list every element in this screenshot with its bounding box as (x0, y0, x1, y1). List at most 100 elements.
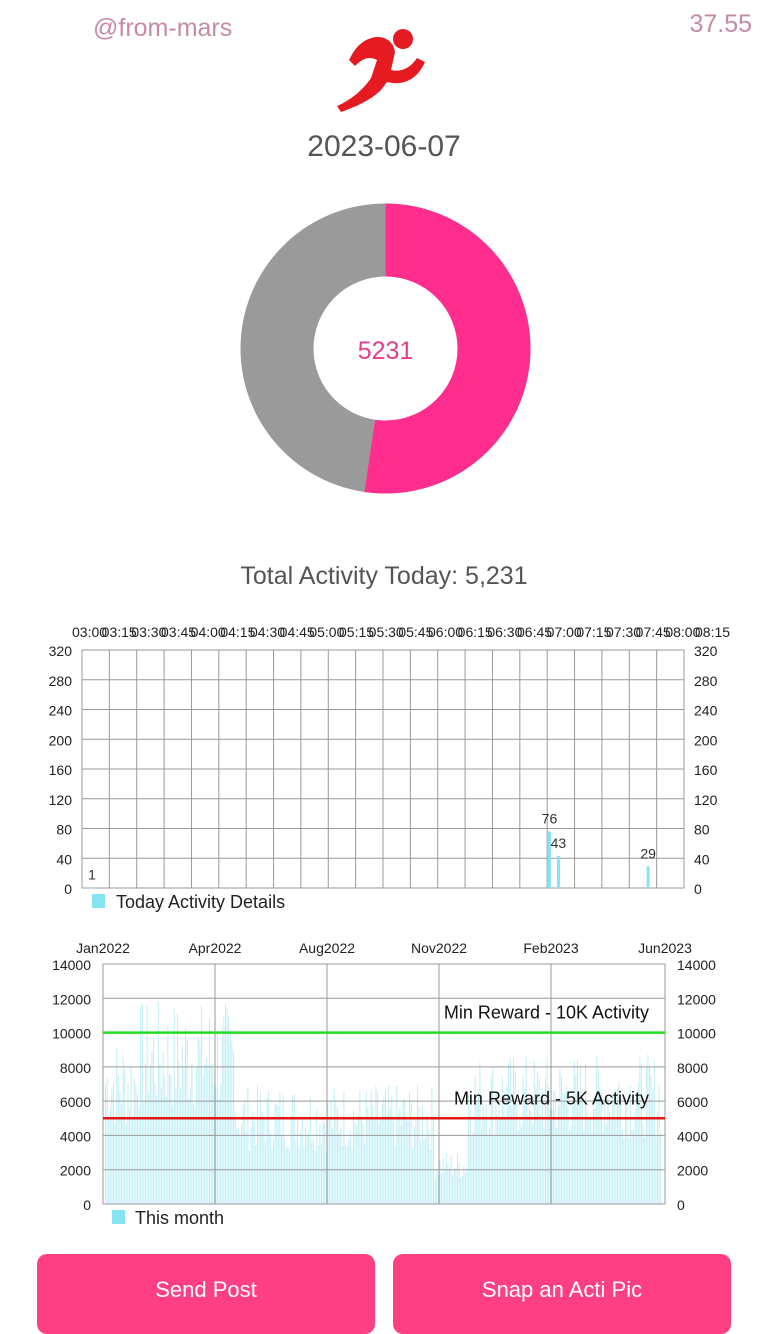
month-bar (490, 1076, 492, 1204)
month-bar (353, 1110, 354, 1204)
month-bar (138, 1108, 140, 1204)
month-bar (177, 1013, 178, 1204)
month-bar (533, 1060, 535, 1204)
month-bar (249, 1150, 250, 1204)
month-bar (650, 1074, 652, 1204)
month-bar (164, 1076, 166, 1204)
month-bar (322, 1119, 324, 1204)
month-bar (457, 1153, 458, 1204)
month-bar (156, 1095, 158, 1204)
month-bar (394, 1146, 396, 1204)
month-bar (161, 1087, 162, 1204)
month-bar (260, 1092, 262, 1204)
month-bar (629, 1085, 631, 1204)
today-x-tick: 05:15 (339, 624, 374, 640)
month-reference-label: Min Reward - 10K Activity (444, 1003, 649, 1023)
month-bar (625, 1097, 626, 1204)
month-bar (596, 1055, 598, 1204)
month-bar (436, 1168, 438, 1204)
month-bar (154, 1082, 156, 1204)
month-y-tick-left: 10000 (52, 1026, 91, 1042)
month-bar (303, 1146, 305, 1204)
month-y-tick-right: 4000 (677, 1128, 708, 1144)
send-post-button[interactable]: Send Post (37, 1254, 375, 1334)
month-bar (359, 1090, 361, 1204)
month-bar (210, 1063, 212, 1204)
month-bar (581, 1100, 583, 1204)
month-bar (175, 1087, 177, 1204)
today-y-tick-right: 320 (694, 643, 718, 659)
month-bar (333, 1088, 335, 1204)
month-bar (113, 1083, 114, 1204)
snap-acti-pic-button[interactable]: Snap an Acti Pic (393, 1254, 731, 1334)
today-bar-label: 1 (88, 866, 96, 882)
month-bar (423, 1139, 425, 1204)
month-bar (485, 1105, 487, 1204)
month-bar (468, 1095, 470, 1204)
month-bar (221, 1027, 223, 1204)
month-bar (405, 1117, 407, 1204)
month-bar (429, 1149, 431, 1204)
month-bar (361, 1115, 362, 1204)
month-bar (413, 1126, 415, 1204)
month-bar (213, 1084, 215, 1204)
month-y-tick-left: 14000 (52, 957, 91, 973)
month-bar (335, 1103, 337, 1204)
month-bar (273, 1140, 274, 1204)
month-plot-frame (102, 963, 666, 1205)
month-bar (399, 1107, 401, 1204)
today-y-tick-right: 120 (694, 792, 718, 808)
month-bar (314, 1151, 316, 1204)
month-bar (644, 1137, 646, 1204)
month-bar (469, 1110, 471, 1204)
month-bar (452, 1175, 454, 1204)
today-legend-label: Today Activity Details (116, 892, 285, 912)
month-bar (266, 1097, 268, 1204)
month-bar (439, 1160, 441, 1204)
runner-icon (337, 29, 425, 112)
month-bar (151, 1051, 153, 1204)
month-bar (546, 1057, 548, 1204)
today-bar-label: 29 (640, 845, 656, 861)
month-bar (229, 1029, 231, 1204)
month-bar (602, 1133, 604, 1204)
month-bar (433, 1116, 434, 1204)
month-bar (585, 1063, 586, 1204)
today-x-tick: 06:45 (517, 624, 552, 640)
month-bar (421, 1105, 423, 1204)
month-bar (396, 1085, 398, 1204)
month-bar (442, 1158, 444, 1204)
month-bar (605, 1124, 607, 1204)
month-bar (621, 1130, 623, 1204)
today-bar (646, 866, 650, 888)
month-bar (509, 1058, 511, 1204)
today-bar (547, 831, 551, 888)
month-bar (653, 1061, 655, 1204)
month-bar (383, 1098, 385, 1204)
month-bar (109, 1107, 111, 1204)
month-bar (441, 1173, 442, 1204)
month-bar (506, 1085, 508, 1204)
today-activity-chart: 0 0 40 40 80 80 120 120 160 160 200 200 240 240 280 280… (49, 624, 730, 912)
month-bar (615, 1119, 617, 1204)
month-bar (607, 1097, 609, 1204)
today-x-tick: 05:30 (369, 624, 404, 640)
month-bar (108, 1119, 110, 1204)
month-bar (458, 1163, 460, 1204)
month-bar (540, 1114, 542, 1204)
month-bar (529, 1108, 530, 1204)
month-bar (364, 1143, 366, 1204)
today-y-tick-right: 280 (694, 673, 718, 689)
month-bar (380, 1117, 382, 1204)
month-bar (420, 1140, 422, 1204)
month-bar (332, 1128, 334, 1204)
balance: 37.55 (689, 10, 752, 38)
today-x-tick: 03:15 (102, 624, 137, 640)
month-bar (626, 1099, 628, 1204)
month-x-tick: Jan2022 (76, 940, 130, 956)
month-bar (460, 1177, 462, 1204)
month-bar (514, 1070, 516, 1204)
today-bar (556, 856, 560, 888)
month-reference-label: Min Reward - 5K Activity (454, 1088, 649, 1108)
month-bar (628, 1137, 630, 1204)
